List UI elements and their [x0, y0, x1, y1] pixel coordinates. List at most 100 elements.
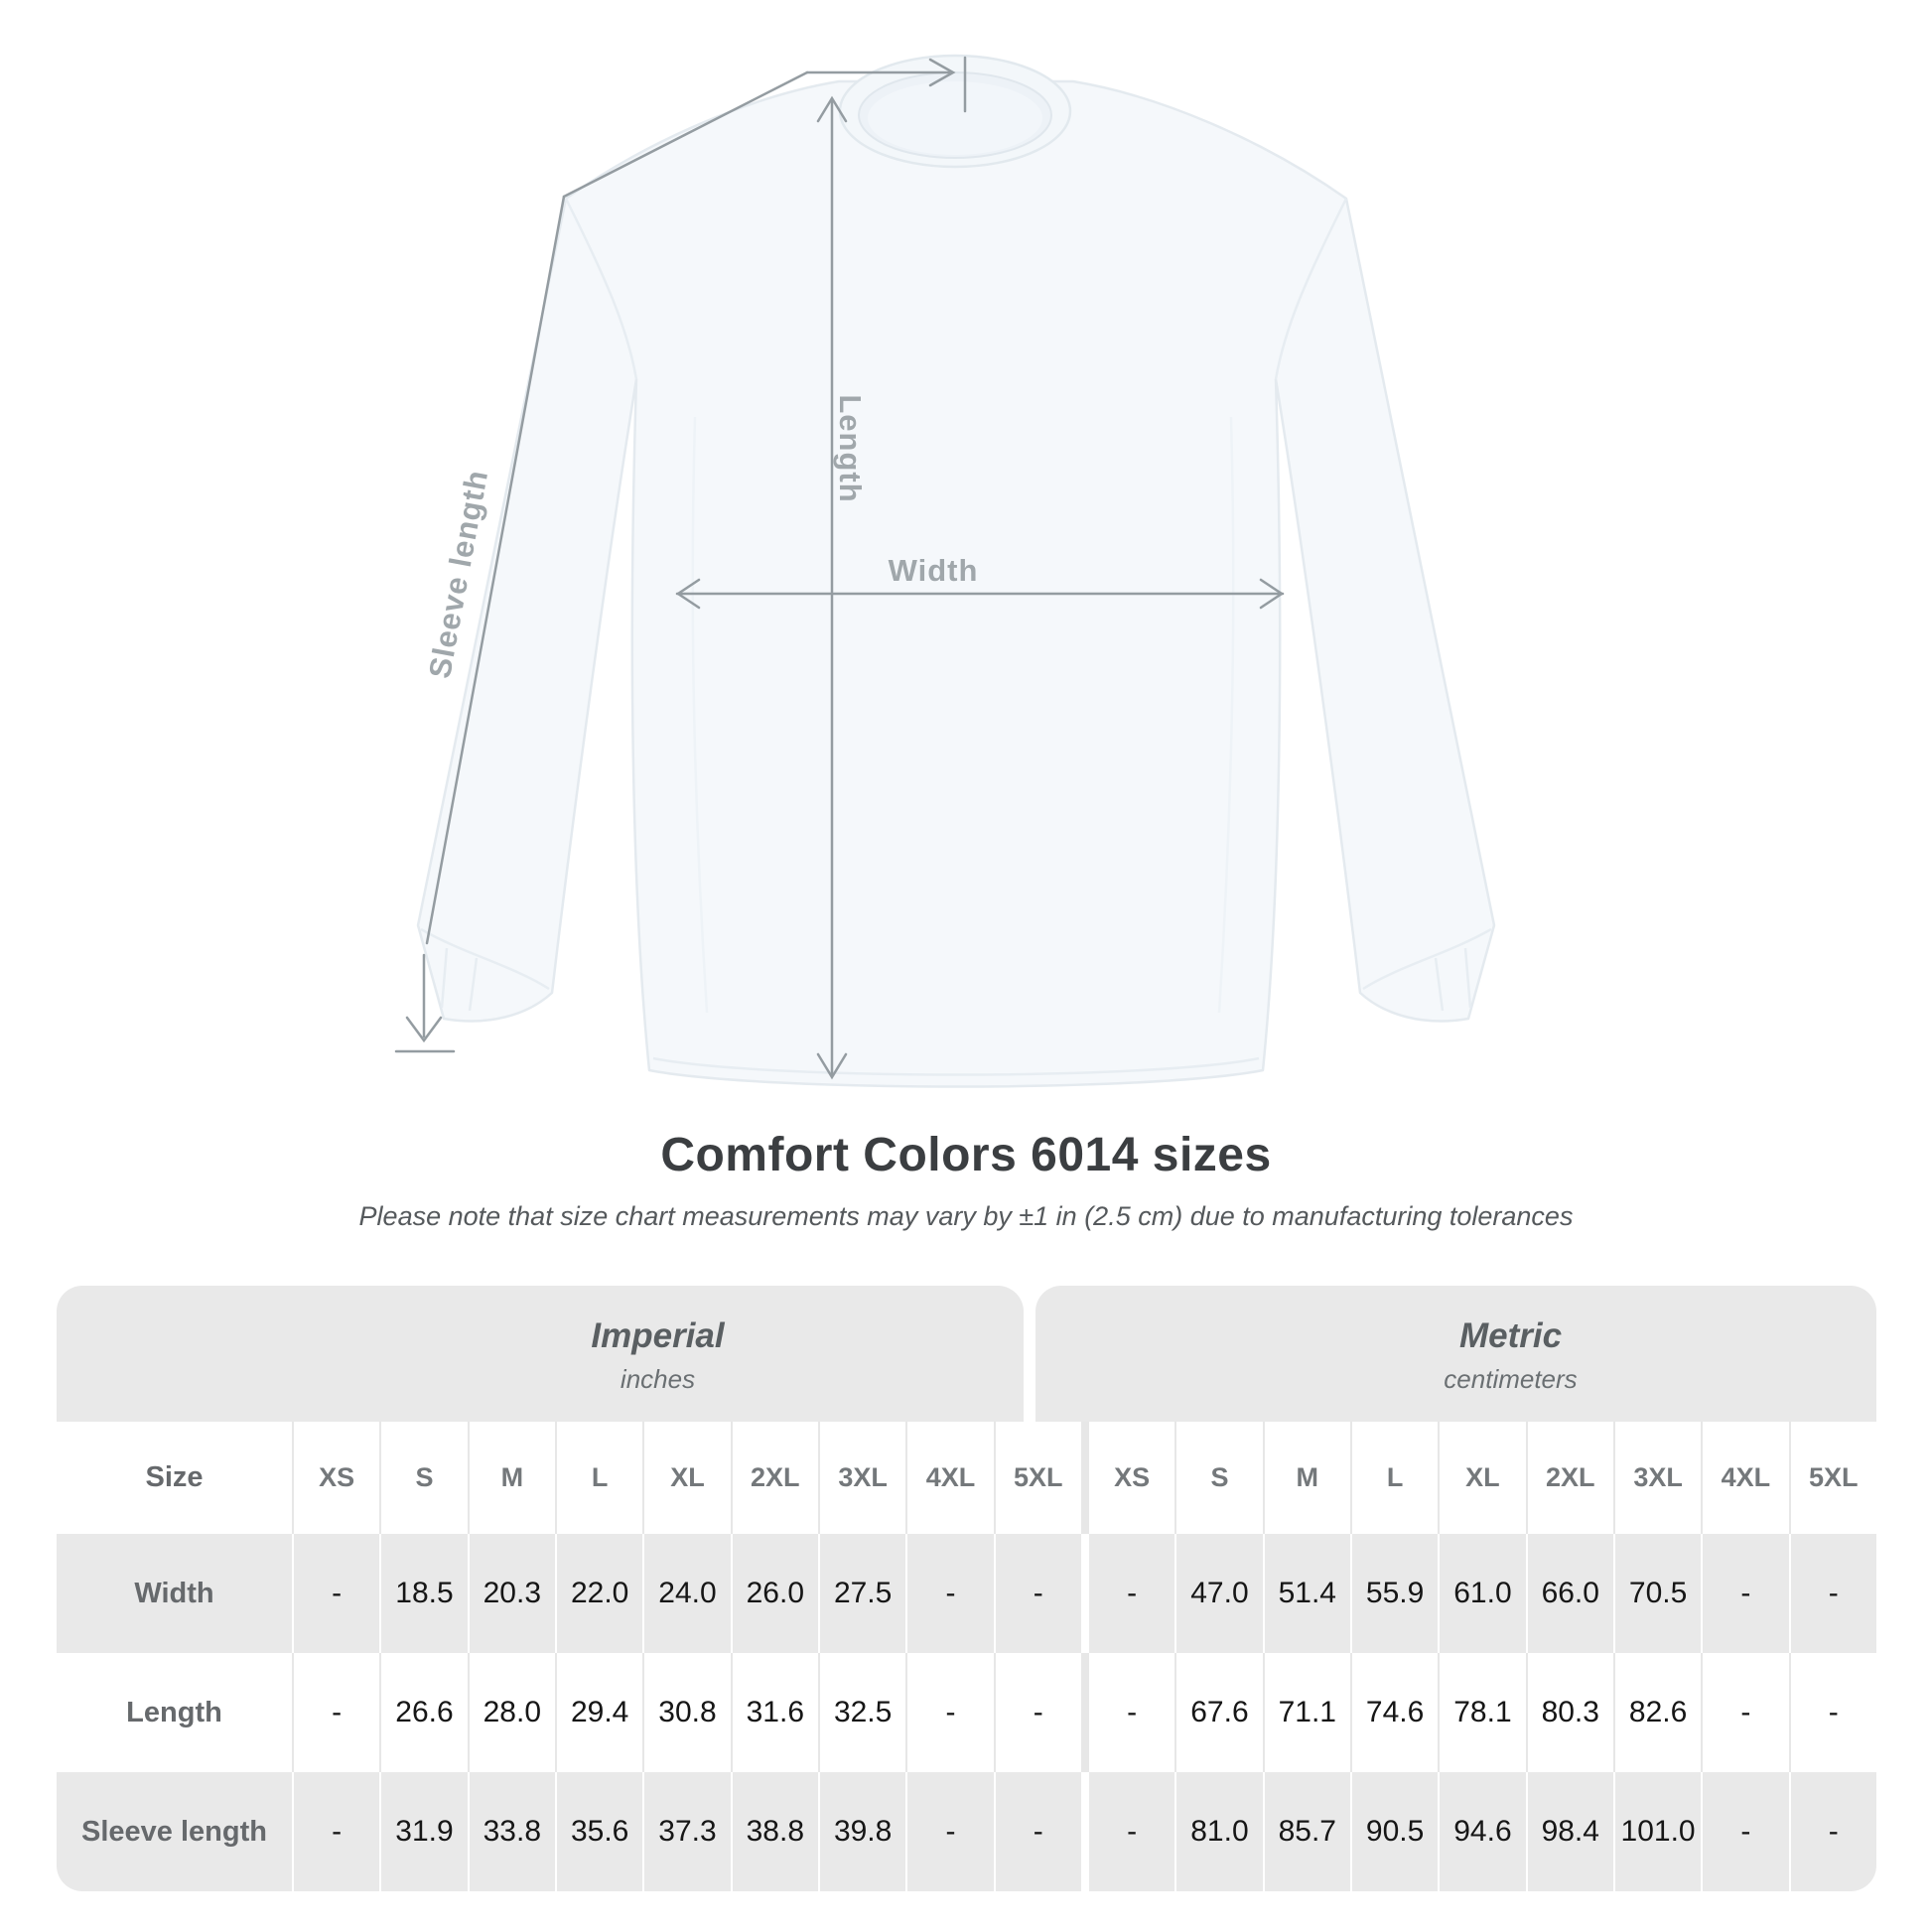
- cell-width-imperial-2xl: 26.0: [730, 1534, 818, 1653]
- cell-sleeve-length-imperial-l: 35.6: [554, 1772, 642, 1891]
- imperial-unit-label: inches: [620, 1364, 696, 1394]
- cell-length-metric-xs: -: [1080, 1653, 1174, 1772]
- cell-width-metric-4xl: -: [1701, 1534, 1788, 1653]
- cell-sleeve-length-imperial-4xl: -: [905, 1772, 993, 1891]
- cell-length-imperial-xl: 30.8: [642, 1653, 730, 1772]
- cell-length-imperial-2xl: 31.6: [730, 1653, 818, 1772]
- cell-sleeve-length-metric-4xl: -: [1701, 1772, 1788, 1891]
- cell-width-metric-xl: 61.0: [1438, 1534, 1525, 1653]
- shirt-illustration: [416, 54, 1496, 1088]
- cell-width-imperial-s: 18.5: [379, 1534, 467, 1653]
- cell-sleeve-length-imperial-5xl: -: [993, 1772, 1081, 1891]
- cell-sleeve-length-imperial-3xl: 39.8: [817, 1772, 905, 1891]
- size-header-imperial-xs: XS: [292, 1422, 379, 1534]
- cell-length-imperial-s: 26.6: [379, 1653, 467, 1772]
- size-header-imperial-3xl: 3XL: [817, 1422, 905, 1534]
- cell-length-imperial-4xl: -: [905, 1653, 993, 1772]
- cell-width-metric-2xl: 66.0: [1525, 1534, 1613, 1653]
- cell-sleeve-length-metric-xl: 94.6: [1438, 1772, 1525, 1891]
- size-header-imperial-4xl: 4XL: [905, 1422, 993, 1534]
- cell-sleeve-length-imperial-2xl: 38.8: [730, 1772, 818, 1891]
- size-header-metric-xs: XS: [1080, 1422, 1174, 1534]
- size-header-imperial-l: L: [554, 1422, 642, 1534]
- cell-length-metric-2xl: 80.3: [1525, 1653, 1613, 1772]
- size-table: Imperial inches Metric centimeters Size …: [57, 1286, 1876, 1891]
- size-header-imperial-m: M: [467, 1422, 555, 1534]
- cell-sleeve-length-imperial-xl: 37.3: [642, 1772, 730, 1891]
- size-header-metric-5xl: 5XL: [1788, 1422, 1876, 1534]
- shirt-collar: [838, 54, 1072, 169]
- cell-width-imperial-xs: -: [292, 1534, 379, 1653]
- cell-length-imperial-l: 29.4: [554, 1653, 642, 1772]
- row-width: Width -18.5 20.3 22.0 24.0 26.0 27.5- - -47.0 51.…: [57, 1534, 1876, 1653]
- cell-width-metric-s: 47.0: [1174, 1534, 1262, 1653]
- shirt-body: [416, 79, 1496, 1088]
- size-header-metric-4xl: 4XL: [1701, 1422, 1788, 1534]
- cell-length-imperial-xs: -: [292, 1653, 379, 1772]
- shirt-measurement-diagram: Length Width Sleeve length: [394, 54, 1496, 1088]
- cell-width-imperial-xl: 24.0: [642, 1534, 730, 1653]
- cell-length-metric-3xl: 82.6: [1612, 1653, 1701, 1772]
- cell-width-metric-3xl: 70.5: [1612, 1534, 1701, 1653]
- imperial-band: Imperial inches: [57, 1286, 1024, 1422]
- cell-sleeve-length-metric-l: 90.5: [1349, 1772, 1438, 1891]
- size-header-metric-m: M: [1262, 1422, 1350, 1534]
- cell-length-imperial-m: 28.0: [467, 1653, 555, 1772]
- row-length: Length -26.6 28.0 29.4 30.8 31.6 32.5- - -67.6 71…: [57, 1653, 1876, 1772]
- row-sleeve-length: Sleeve length -31.9 33.8 35.6 37.3 38.8 39.8- -…: [57, 1772, 1876, 1891]
- length-arrow: [816, 95, 848, 1080]
- measurement-rows: Width -18.5 20.3 22.0 24.0 26.0 27.5- - -47.0 51.…: [57, 1534, 1876, 1891]
- cell-width-metric-xs: -: [1080, 1534, 1174, 1653]
- size-header-metric-3xl: 3XL: [1612, 1422, 1701, 1534]
- row-label-sleeve-length: Sleeve length: [81, 1815, 267, 1848]
- size-header-imperial-5xl: 5XL: [993, 1422, 1081, 1534]
- cell-length-metric-4xl: -: [1701, 1653, 1788, 1772]
- cell-sleeve-length-imperial-m: 33.8: [467, 1772, 555, 1891]
- imperial-label: Imperial: [591, 1316, 725, 1355]
- size-header-metric-xl: XL: [1438, 1422, 1525, 1534]
- cell-width-imperial-3xl: 27.5: [817, 1534, 905, 1653]
- size-header-imperial-2xl: 2XL: [730, 1422, 818, 1534]
- size-column-header: Size: [145, 1461, 204, 1493]
- width-arrow: [675, 578, 1285, 610]
- cell-sleeve-length-metric-3xl: 101.0: [1612, 1772, 1701, 1891]
- cell-sleeve-length-metric-2xl: 98.4: [1525, 1772, 1613, 1891]
- length-measure-label: Length: [833, 394, 868, 502]
- size-header-imperial-xl: XL: [642, 1422, 730, 1534]
- size-table-body: Size XS S M L XL 2XL 3XL 4XL 5XL XS S M L XL 2XL 3XL 4XL…: [57, 1422, 1876, 1891]
- row-label-length: Length: [126, 1696, 222, 1728]
- cell-width-imperial-l: 22.0: [554, 1534, 642, 1653]
- metric-label: Metric: [1458, 1316, 1563, 1355]
- cell-width-metric-5xl: -: [1788, 1534, 1876, 1653]
- page-title: Comfort Colors 6014 sizes: [660, 1129, 1272, 1181]
- shirt-seams: [420, 198, 1492, 1076]
- cell-sleeve-length-imperial-xs: -: [292, 1772, 379, 1891]
- cell-length-metric-l: 74.6: [1349, 1653, 1438, 1772]
- cell-length-imperial-3xl: 32.5: [817, 1653, 905, 1772]
- cell-length-metric-5xl: -: [1788, 1653, 1876, 1772]
- cell-sleeve-length-metric-s: 81.0: [1174, 1772, 1262, 1891]
- cell-length-metric-s: 67.6: [1174, 1653, 1262, 1772]
- cell-sleeve-length-imperial-s: 31.9: [379, 1772, 467, 1891]
- size-header-imperial-s: S: [379, 1422, 467, 1534]
- cell-sleeve-length-metric-m: 85.7: [1262, 1772, 1350, 1891]
- cell-sleeve-length-metric-5xl: -: [1788, 1772, 1876, 1891]
- tolerance-note: Please note that size chart measurements…: [358, 1201, 1574, 1231]
- cell-sleeve-length-metric-xs: -: [1080, 1772, 1174, 1891]
- size-header-metric-2xl: 2XL: [1525, 1422, 1613, 1534]
- cell-length-metric-m: 71.1: [1262, 1653, 1350, 1772]
- size-header-metric-s: S: [1174, 1422, 1262, 1534]
- size-header-metric-l: L: [1349, 1422, 1438, 1534]
- metric-band: Metric centimeters: [1035, 1286, 1876, 1422]
- metric-unit-label: centimeters: [1444, 1364, 1578, 1394]
- cell-width-imperial-4xl: -: [905, 1534, 993, 1653]
- sleeve-length-arrow: [394, 56, 967, 1053]
- cell-width-imperial-5xl: -: [993, 1534, 1081, 1653]
- cell-length-imperial-5xl: -: [993, 1653, 1081, 1772]
- size-header-row: Size XS S M L XL 2XL 3XL 4XL 5XL XS S M L XL 2XL 3XL 4XL…: [57, 1422, 1876, 1534]
- cell-width-imperial-m: 20.3: [467, 1534, 555, 1653]
- width-measure-label: Width: [889, 553, 979, 588]
- unit-bands: Imperial inches Metric centimeters: [57, 1286, 1876, 1422]
- cell-width-metric-m: 51.4: [1262, 1534, 1350, 1653]
